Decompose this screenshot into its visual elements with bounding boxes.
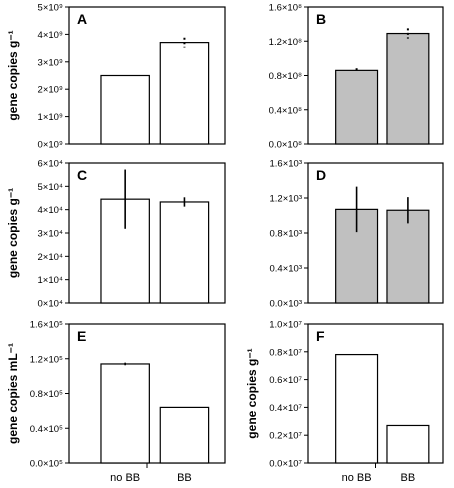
y-axis-label: gene copies g⁻¹ bbox=[245, 348, 259, 438]
y-tick-label: 1.2×10⁸ bbox=[269, 37, 302, 48]
x-category-label: no BB bbox=[342, 472, 372, 484]
bar-bb bbox=[159, 406, 210, 464]
y-tick-label: 0×10⁹ bbox=[38, 140, 63, 151]
y-axis-label: gene copies g⁻¹ bbox=[6, 188, 20, 278]
y-tick-label: 1.6×10³ bbox=[270, 159, 303, 170]
y-tick-label: 1.2×10³ bbox=[270, 194, 303, 205]
panel-d: 0.0×10³ 0.4×10³ 0.8×10³ 1.2×10³ 1.6×10³ D bbox=[270, 159, 444, 310]
panel-f: 0.0×10⁷ 0.2×10⁷ 0.4×10⁷ 0.6×10⁷ 0.8×10⁷ 1.0×1… bbox=[245, 320, 444, 484]
y-tick-label: 3×10⁴ bbox=[38, 229, 63, 240]
y-tick-label: 0.2×10⁷ bbox=[269, 431, 302, 442]
y-tick-label: 6×10⁴ bbox=[38, 159, 63, 170]
y-axis-label: gene copies g⁻¹ bbox=[6, 30, 20, 120]
panel-label: E bbox=[77, 328, 86, 344]
panel-label: A bbox=[77, 11, 87, 27]
bar-bb bbox=[386, 209, 430, 304]
y-tick-label: 0.4×10³ bbox=[270, 264, 303, 275]
y-tick-label: 1.6×10⁵ bbox=[30, 320, 63, 331]
panel-c: 0×10⁴ 1×10⁴ 2×10⁴ 3×10⁴ 4×10⁴ 5×10⁴ 6×10⁴ Cgene… bbox=[6, 159, 226, 310]
panel-label: C bbox=[77, 167, 87, 183]
panel-b: 0.0×10⁸ 0.4×10⁸ 0.8×10⁸ 1.2×10⁸ 1.6×10⁸ B bbox=[269, 3, 444, 151]
bar-no-bb bbox=[335, 69, 379, 145]
y-tick-label: 0.0×10³ bbox=[270, 299, 303, 310]
y-tick-label: 0.4×10⁸ bbox=[269, 105, 302, 116]
panel-label: B bbox=[316, 11, 326, 27]
y-tick-label: 5×10⁴ bbox=[38, 182, 63, 193]
bar-no-bb bbox=[100, 363, 150, 464]
panel-e: 0.0×10⁵ 0.4×10⁵ 0.8×10⁵ 1.2×10⁵ 1.6×10⁵ Egene… bbox=[6, 320, 226, 484]
x-category-label: BB bbox=[401, 472, 416, 484]
y-tick-label: 1.0×10⁷ bbox=[269, 320, 302, 331]
y-tick-label: 1.6×10⁸ bbox=[269, 3, 302, 14]
y-tick-label: 0.8×10³ bbox=[270, 229, 303, 240]
bar-bb bbox=[386, 424, 430, 464]
bar-bb bbox=[386, 32, 430, 145]
y-tick-label: 1×10⁹ bbox=[38, 112, 63, 123]
x-category-label: BB bbox=[177, 472, 192, 484]
y-tick-label: 4×10⁴ bbox=[38, 205, 63, 216]
y-tick-label: 3×10⁹ bbox=[38, 57, 63, 68]
bar-bb bbox=[159, 201, 210, 304]
bar-bb bbox=[159, 42, 210, 145]
bar-no-bb bbox=[100, 74, 150, 145]
y-tick-label: 0.4×10⁷ bbox=[269, 403, 302, 414]
y-tick-label: 1×10⁴ bbox=[38, 275, 63, 286]
y-tick-label: 0.4×10⁵ bbox=[30, 424, 63, 435]
panel-label: F bbox=[316, 328, 325, 344]
y-tick-label: 1.2×10⁵ bbox=[30, 354, 63, 365]
y-tick-label: 0.0×10⁸ bbox=[269, 140, 302, 151]
y-axis-label: gene copies mL⁻¹ bbox=[6, 343, 20, 444]
bar-no-bb bbox=[335, 353, 379, 464]
y-tick-label: 4×10⁹ bbox=[38, 30, 63, 41]
y-tick-label: 0.8×10⁸ bbox=[269, 71, 302, 82]
y-tick-label: 0×10⁴ bbox=[38, 299, 63, 310]
y-tick-label: 0.8×10⁵ bbox=[30, 389, 63, 400]
x-category-label: no BB bbox=[110, 472, 140, 484]
y-tick-label: 0.0×10⁷ bbox=[269, 459, 302, 470]
y-tick-label: 2×10⁴ bbox=[38, 252, 63, 263]
y-tick-label: 2×10⁹ bbox=[38, 85, 63, 96]
y-tick-label: 0.8×10⁷ bbox=[269, 347, 302, 358]
y-tick-label: 0.6×10⁷ bbox=[269, 375, 302, 386]
y-tick-label: 5×10⁹ bbox=[38, 3, 63, 14]
panel-label: D bbox=[316, 167, 326, 183]
y-tick-label: 0.0×10⁵ bbox=[30, 459, 63, 470]
